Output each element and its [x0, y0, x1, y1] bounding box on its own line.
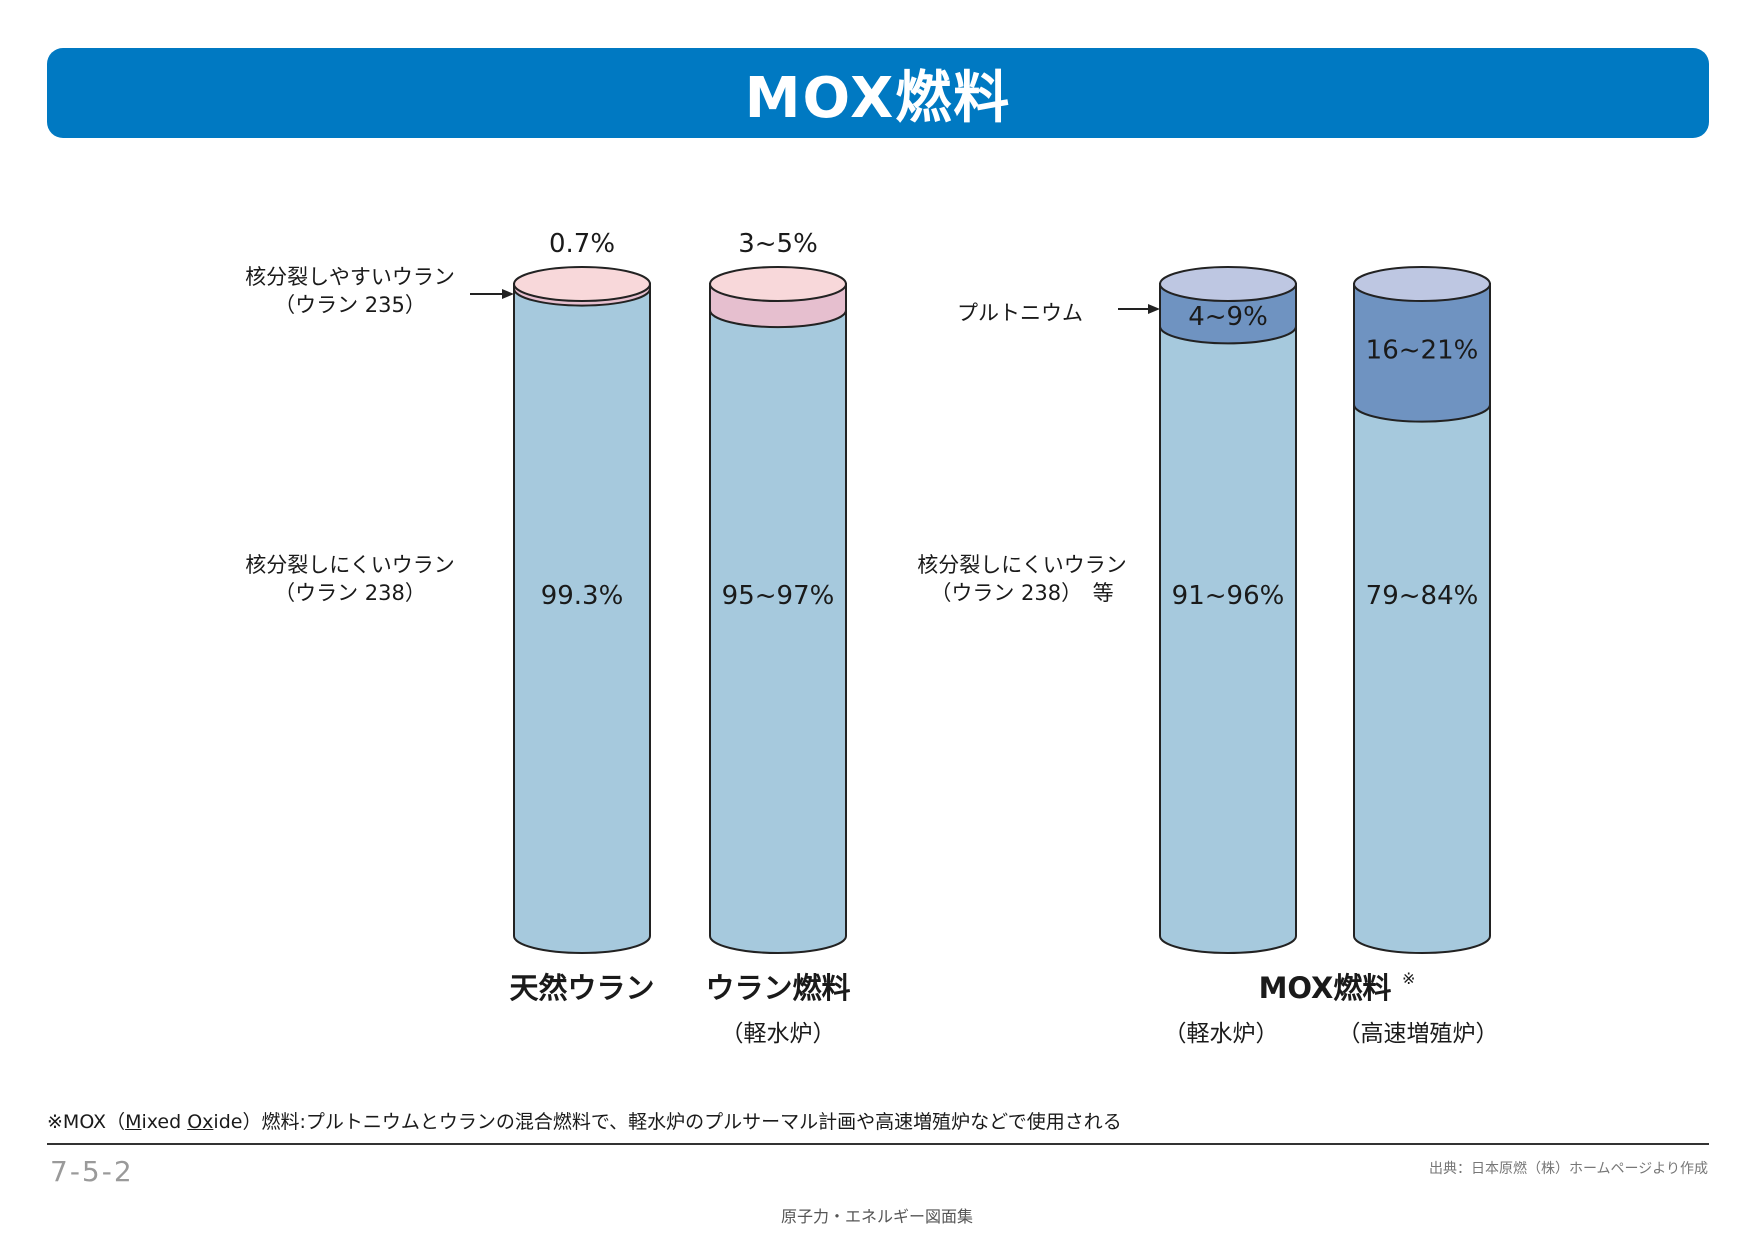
source-note: 出典：日本原燃（株）ホームページより作成	[1428, 1161, 1708, 1177]
page-title: MOX燃料	[744, 65, 1012, 131]
cylinder-top	[1159, 266, 1297, 302]
upper-value-label: 16~21%	[1366, 335, 1479, 365]
lower-value-label: 99.3%	[541, 581, 624, 611]
group-label-mark: ※	[1402, 969, 1415, 988]
cylinder-top	[513, 266, 651, 302]
series-label-u235-sub: （ウラン 235）	[274, 293, 426, 317]
bar-sublabel: （軽水炉）	[721, 1021, 836, 1047]
bar-sublabel: （軽水炉）	[1164, 1021, 1279, 1047]
cylinder-top	[1353, 266, 1491, 302]
collection-title: 原子力・エネルギー図面集	[780, 1207, 973, 1226]
bar-label: ウラン燃料	[705, 971, 850, 1005]
footnote: ※MOX（Mixed Oxide）燃料:プルトニウムとウランの混合燃料で、軽水炉…	[47, 1111, 1122, 1133]
page-number: 7-5-2	[50, 1155, 134, 1188]
series-label-u238-sub: （ウラン 238）	[274, 581, 426, 605]
series-label-u235: 核分裂しやすいウラン	[245, 265, 455, 289]
upper-segment	[1353, 283, 1491, 423]
group-label: MOX燃料	[1259, 971, 1392, 1005]
cylinder-top	[709, 266, 847, 302]
top-value-label: 3~5%	[738, 229, 818, 259]
bar-sublabel: （高速増殖炉）	[1338, 1021, 1499, 1047]
top-value-label: 0.7%	[549, 229, 615, 259]
arrow-u235-head	[502, 289, 514, 299]
upper-value-label: 4~9%	[1188, 302, 1268, 332]
lower-segment	[513, 287, 651, 954]
lower-value-label: 95~97%	[722, 581, 835, 611]
footer-divider	[47, 1143, 1709, 1145]
cylinder-chart: 0.7% 99.3% 天然ウラン 3~5% 95~97% ウラン燃料 （軽水炉） 4~9% 91…	[245, 229, 1499, 1047]
lower-value-label: 91~96%	[1172, 581, 1285, 611]
title-bar: MOX燃料	[47, 48, 1709, 138]
arrow-plutonium-head	[1148, 304, 1160, 314]
lower-value-label: 79~84%	[1366, 581, 1479, 611]
lower-segment	[709, 309, 847, 954]
lower-segment	[1159, 325, 1297, 954]
lower-segment	[1353, 403, 1491, 954]
series-label-u238-etc: 核分裂しにくいウラン	[917, 553, 1127, 577]
series-label-u238: 核分裂しにくいウラン	[245, 553, 455, 577]
bar-label: 天然ウラン	[509, 971, 654, 1005]
series-label-u238-etc-sub: （ウラン 238） 等	[930, 581, 1113, 605]
series-label-plutonium: プルトニウム	[957, 301, 1083, 325]
